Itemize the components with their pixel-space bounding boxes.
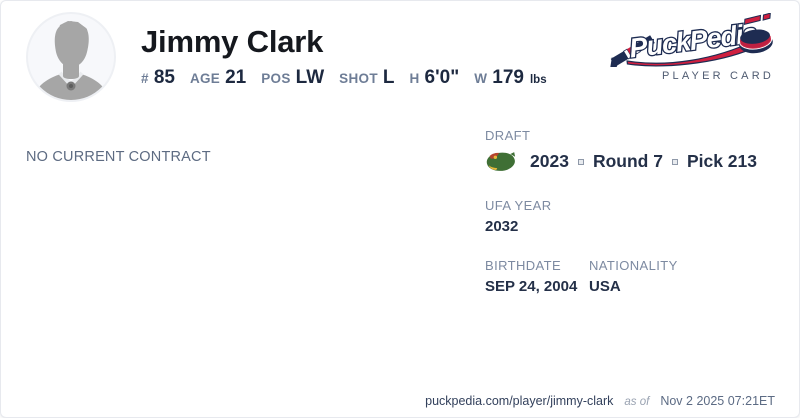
- birthdate-section: BIRTHDATE SEP 24, 2004: [485, 258, 589, 295]
- minnesota-wild-logo-icon: [486, 152, 516, 171]
- footer: puckpedia.com/player/jimmy-clark as of N…: [425, 394, 775, 408]
- birth-nationality-row: BIRTHDATE SEP 24, 2004 NATIONALITY USA: [485, 258, 785, 295]
- puckpedia-logo-icon: PuckPedia: [609, 13, 773, 67]
- stat-value: 21: [225, 66, 247, 88]
- separator-square-icon: [671, 158, 678, 165]
- stat-label: AGE: [189, 70, 221, 86]
- profile-url: puckpedia.com/player/jimmy-clark: [425, 394, 614, 408]
- stat-unit: lbs: [529, 73, 547, 86]
- stat-label: SHOT: [339, 70, 378, 86]
- stat-label: POS: [261, 70, 291, 86]
- brand-block: PuckPedia PLAYER CARD: [607, 13, 775, 82]
- birthdate-label: BIRTHDATE: [485, 258, 562, 273]
- stat-label: #: [141, 70, 149, 86]
- stat-weight: W 179 lbs: [474, 67, 546, 89]
- stat-label: H: [409, 70, 420, 86]
- separator-square-icon: [577, 158, 584, 165]
- stat-label: W: [474, 70, 488, 86]
- contract-status: NO CURRENT CONTRACT: [26, 149, 211, 165]
- ufa-label: UFA YEAR: [485, 198, 552, 213]
- as-of-label: as of: [624, 396, 650, 408]
- stat-value: L: [382, 66, 395, 88]
- nationality-label: NATIONALITY: [589, 258, 678, 273]
- details-column: DRAFT 2023 Round 7 Pick 213 UFA YEAR 203…: [485, 128, 785, 295]
- stat-height: H 6'0": [409, 67, 459, 89]
- player-name: Jimmy Clark: [141, 24, 324, 59]
- player-stats-row: # 85 AGE 21 POS LW SHOT L H 6'0" W 179: [141, 67, 547, 89]
- player-card-subtitle: PLAYER CARD: [661, 70, 774, 82]
- draft-label: DRAFT: [485, 128, 531, 143]
- draft-section: DRAFT 2023 Round 7 Pick 213: [485, 128, 785, 173]
- avatar: [26, 12, 116, 102]
- stat-value: 179: [492, 66, 524, 88]
- player-silhouette-icon: [26, 12, 116, 102]
- stat-value: LW: [295, 66, 325, 88]
- draft-year: 2023: [530, 151, 569, 171]
- hockey-stick: [609, 35, 655, 67]
- birthdate-value: SEP 24, 2004: [485, 278, 578, 295]
- timestamp: Nov 2 2025 07:21ET: [660, 394, 775, 408]
- draft-row: 2023 Round 7 Pick 213: [485, 150, 785, 173]
- stat-position: POS LW: [261, 67, 324, 89]
- draft-pick: Pick 213: [686, 151, 757, 171]
- stat-age: AGE 21: [190, 67, 246, 89]
- nationality-value: USA: [589, 278, 621, 295]
- nationality-section: NATIONALITY USA: [589, 258, 678, 295]
- stat-value: 85: [153, 66, 175, 88]
- player-header: Jimmy Clark # 85 AGE 21 POS LW SHOT L H …: [141, 24, 547, 89]
- puck: [738, 29, 773, 54]
- ufa-value: 2032: [485, 218, 519, 235]
- stat-shot: SHOT L: [339, 67, 394, 89]
- draft-round: Round 7: [592, 151, 663, 171]
- stat-value: 6'0": [424, 66, 460, 88]
- stat-number: # 85: [141, 67, 175, 89]
- ufa-section: UFA YEAR 2032: [485, 198, 785, 235]
